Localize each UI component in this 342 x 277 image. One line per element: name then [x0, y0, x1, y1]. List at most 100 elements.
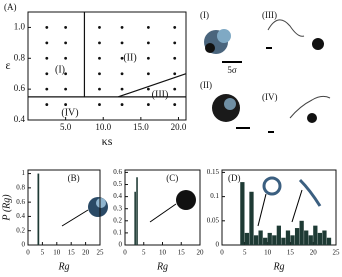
y-tick-label: 0.1	[210, 192, 219, 200]
x-axis-label: Rg	[272, 261, 284, 272]
y-tick-label: 0.05	[207, 216, 220, 224]
panel-label: (D)	[228, 173, 241, 183]
bar	[322, 230, 327, 245]
point	[173, 41, 177, 45]
point	[45, 103, 49, 106]
panel-label: (B)	[68, 173, 80, 183]
y-tick-label: 0.2	[16, 226, 25, 234]
x-axis-label: Rg	[57, 261, 69, 272]
point	[45, 56, 49, 60]
x-axis-label: κs	[102, 134, 113, 148]
image-label: (II)	[200, 80, 212, 90]
region-label: (IV)	[61, 107, 78, 118]
bar	[304, 230, 309, 245]
point	[120, 72, 124, 76]
panel-label: (A)	[4, 2, 17, 12]
scale-label: 5σ	[227, 65, 237, 75]
x-tick-label: 10	[159, 249, 167, 257]
point	[45, 72, 49, 76]
point	[146, 72, 150, 76]
plot-frame	[27, 169, 101, 246]
point	[146, 41, 150, 45]
y-tick-label: 0.4	[113, 192, 122, 200]
region-label: (II)	[123, 52, 136, 63]
image-label: (I)	[200, 10, 209, 20]
point	[146, 56, 150, 60]
bar	[294, 228, 300, 245]
x-tick-label: 25	[333, 249, 341, 257]
point	[120, 56, 124, 60]
y-tick-label: 0.4	[16, 212, 25, 220]
x-tick-label: 15	[287, 249, 295, 257]
point	[173, 72, 177, 76]
point	[45, 87, 49, 91]
point	[173, 26, 177, 29]
y-tick-label: 0.6	[16, 198, 25, 206]
phase-boundary	[118, 73, 187, 98]
bar	[281, 237, 286, 245]
y-tick-label: 0.15	[207, 168, 220, 176]
polymer-images	[61, 19, 331, 227]
y-axis-label: P (Rg)	[1, 194, 12, 222]
point	[146, 103, 150, 106]
y-tick-label: 0.8	[16, 183, 25, 191]
point	[64, 56, 68, 60]
x-tick-label: 10.0	[95, 122, 111, 132]
point	[173, 56, 177, 60]
point	[98, 26, 101, 29]
bar	[258, 230, 263, 245]
bar	[37, 173, 40, 245]
bar	[308, 235, 313, 245]
x-tick-label: 20	[310, 249, 318, 257]
y-tick-label: 1	[22, 169, 26, 177]
bar	[134, 191, 136, 245]
point	[146, 87, 150, 91]
x-tick-label: 25	[97, 249, 105, 257]
x-axis-label: Rg	[156, 261, 168, 272]
x-tick-label: 20	[82, 249, 90, 257]
point	[146, 26, 150, 29]
x-tick-label: 10	[53, 249, 61, 257]
y-tick-label: 0	[22, 241, 26, 249]
x-tick-label: 10	[264, 249, 272, 257]
point	[120, 103, 124, 106]
bar	[285, 230, 291, 245]
bar	[299, 220, 304, 245]
y-tick-label: 1.0	[14, 21, 26, 31]
y-tick-label: 0	[216, 241, 220, 249]
panel-label: (C)	[166, 173, 178, 183]
point	[64, 41, 68, 45]
bar	[253, 235, 259, 245]
point	[45, 26, 49, 29]
point	[64, 87, 68, 91]
point	[98, 72, 101, 76]
bar	[263, 237, 268, 245]
point	[173, 87, 177, 91]
point	[98, 56, 101, 60]
y-tick-label: 0.4	[14, 114, 26, 124]
bar	[240, 182, 245, 245]
x-tick-label: 5	[41, 249, 45, 257]
y-tick-label: 0.6	[14, 83, 26, 93]
bar	[136, 177, 138, 245]
x-tick-label: 0	[123, 249, 127, 257]
x-tick-label: 15	[178, 249, 186, 257]
point	[64, 72, 68, 76]
region-label: (III)	[152, 89, 169, 100]
bar	[244, 232, 250, 245]
point	[120, 41, 124, 45]
point	[98, 103, 101, 106]
image-label: (III)	[262, 10, 277, 20]
point	[98, 87, 101, 91]
y-axis-label: ε	[5, 58, 10, 72]
y-tick-label: 0.5	[113, 180, 122, 188]
x-tick-label: 0	[26, 249, 30, 257]
bar	[290, 235, 295, 245]
plot-frame	[27, 11, 187, 121]
x-tick-label: 5.0	[60, 122, 72, 132]
y-tick-label: 0	[119, 241, 123, 249]
bar	[326, 237, 332, 245]
image-label: (IV)	[262, 92, 278, 102]
bar	[267, 232, 272, 245]
